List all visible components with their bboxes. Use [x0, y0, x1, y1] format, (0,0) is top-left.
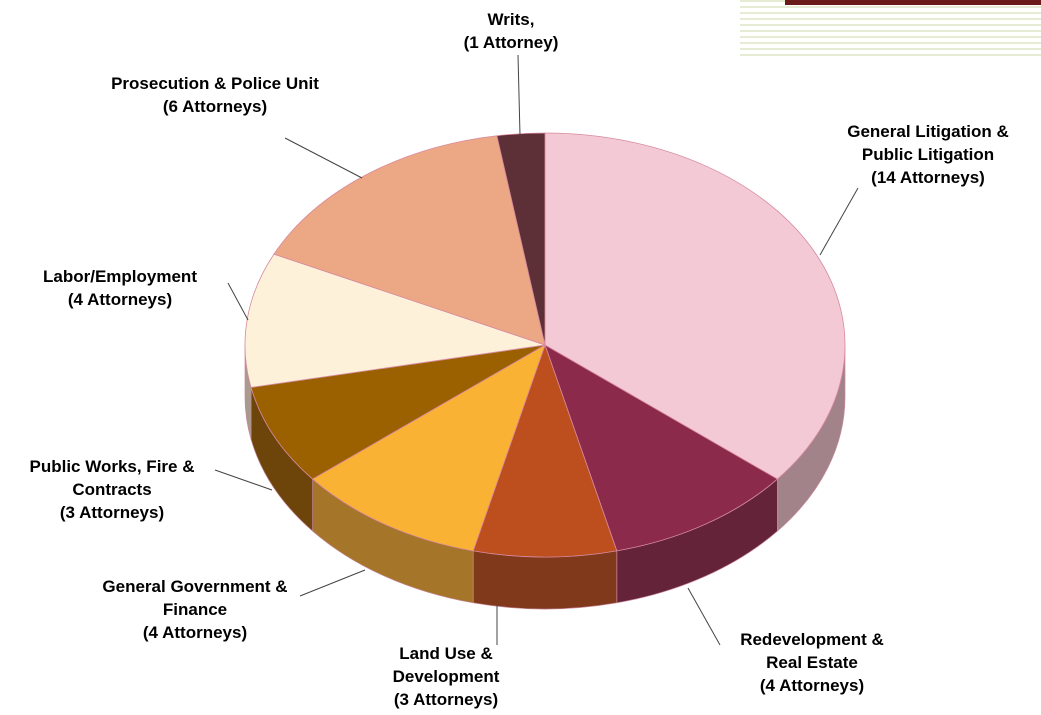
- label-group: General Litigation & Public Litigation (1…: [823, 120, 1033, 189]
- category-label: Prosecution & Police Unit: [111, 74, 319, 93]
- decoration: [740, 0, 1041, 58]
- value-label: (3 Attorneys): [393, 690, 499, 709]
- label-group: Labor/Employment (4 Attorneys): [5, 265, 235, 311]
- slice: [544, 344, 779, 552]
- category-label: Labor/Employment: [43, 267, 197, 286]
- slice: [496, 132, 546, 346]
- category-label: Public Works, Fire & Contracts: [29, 457, 195, 499]
- category-label: Writs,: [487, 10, 535, 29]
- slice: [472, 343, 618, 558]
- value-label: (6 Attorneys): [162, 97, 268, 116]
- category-label: Land Use & Development: [392, 644, 500, 686]
- slice: [311, 344, 546, 552]
- value-label: (3 Attorneys): [59, 503, 165, 522]
- leader-line: [819, 187, 859, 256]
- slice: [544, 132, 846, 480]
- decoration-bar: [785, 0, 1041, 5]
- label-group: Land Use & Development (3 Attorneys): [371, 642, 521, 711]
- value-label: (4 Attorneys): [759, 676, 865, 695]
- category-label: General Government & Finance: [102, 577, 288, 619]
- leader-line: [227, 282, 249, 321]
- label-group: Public Works, Fire & Contracts (3 Attorne…: [5, 455, 220, 524]
- leader-line: [299, 569, 366, 597]
- label-group: Writs, (1 Attorney): [441, 8, 581, 54]
- leader-line: [687, 587, 721, 646]
- category-label: General Litigation & Public Litigation: [847, 122, 1009, 164]
- slice: [250, 344, 546, 480]
- value-label: (4 Attorneys): [67, 290, 173, 309]
- value-label: (1 Attorney): [463, 33, 559, 52]
- category-label: Redevelopment & Real Estate: [740, 630, 884, 672]
- leader-line: [517, 54, 521, 136]
- value-label: (14 Attorneys): [871, 168, 985, 187]
- value-label: (4 Attorneys): [142, 623, 248, 642]
- label-group: General Government & Finance (4 Attorneys…: [95, 575, 295, 644]
- leader-line: [214, 469, 273, 491]
- leader-line: [284, 137, 363, 179]
- slice-side: [472, 550, 618, 610]
- label-group: Redevelopment & Real Estate (4 Attorneys): [727, 628, 897, 697]
- label-group: Prosecution & Police Unit (6 Attorneys): [100, 72, 330, 118]
- slice: [273, 135, 546, 346]
